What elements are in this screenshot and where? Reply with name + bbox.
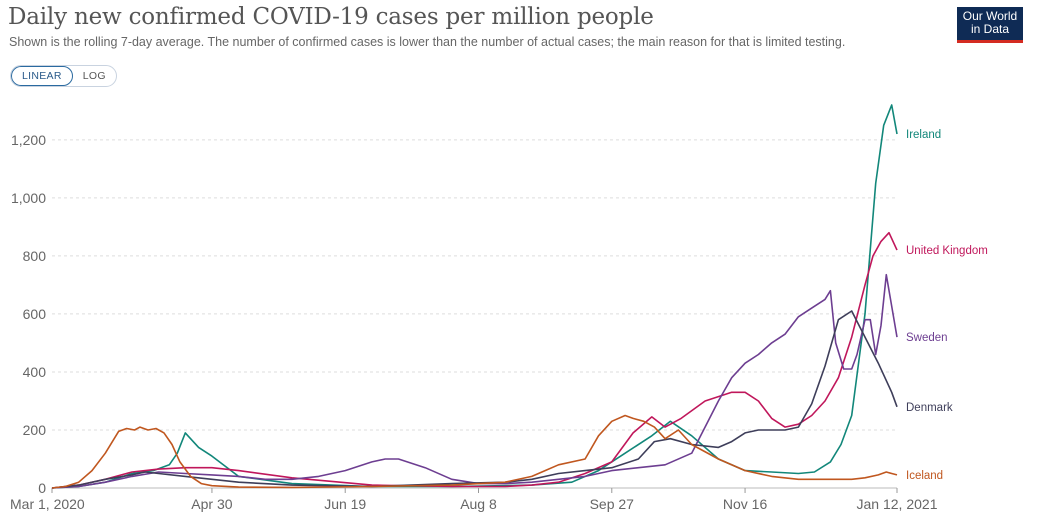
x-tick-label: Aug 8 <box>460 496 497 512</box>
x-tick-label: Jan 12, 2021 <box>857 496 938 512</box>
y-tick-label: 1,200 <box>11 132 46 148</box>
owid-logo[interactable]: Our World in Data <box>957 7 1023 43</box>
series-line-united-kingdom[interactable] <box>51 231 898 489</box>
x-axis: Mar 1, 2020 Apr 30 Jun 19 Aug 8 Sep 27 Nov 16… <box>10 488 938 512</box>
x-tick-label: Nov 16 <box>723 496 768 512</box>
series-labels: Ireland United Kingdom Sweden Denmark Icelan… <box>906 129 988 482</box>
gridlines <box>52 139 897 489</box>
scale-toggle: LINEAR LOG <box>10 65 117 87</box>
x-tick-label: Apr 30 <box>191 496 232 512</box>
series-label-iceland[interactable]: Iceland <box>906 470 943 482</box>
y-axis: 0 200 400 600 800 1,000 1,200 <box>11 132 46 496</box>
chart-title: Daily new confirmed COVID-19 cases per m… <box>8 4 654 30</box>
series-label-united-kingdom[interactable]: United Kingdom <box>906 245 988 257</box>
x-tick-label: Mar 1, 2020 <box>10 496 85 512</box>
logo-line-1: Our World <box>962 9 1018 23</box>
series-label-ireland[interactable]: Ireland <box>906 129 941 141</box>
y-tick-label: 400 <box>23 364 47 380</box>
y-tick-label: 600 <box>23 306 47 322</box>
x-tick-label: Sep 27 <box>590 496 635 512</box>
log-scale-button[interactable]: LOG <box>82 70 106 82</box>
series-line-iceland[interactable] <box>51 414 898 489</box>
x-tick-label: Jun 19 <box>324 496 366 512</box>
chart-subtitle: Shown is the rolling 7-day average. The … <box>9 35 846 49</box>
series-line-denmark[interactable] <box>51 310 898 489</box>
y-tick-label: 0 <box>38 480 46 496</box>
y-tick-label: 800 <box>23 248 47 264</box>
series-line-sweden[interactable] <box>51 273 898 489</box>
linear-scale-button[interactable]: LINEAR <box>11 66 73 86</box>
series-label-sweden[interactable]: Sweden <box>906 332 948 344</box>
y-tick-label: 200 <box>23 422 47 438</box>
series-lines <box>51 104 898 489</box>
y-tick-label: 1,000 <box>11 190 46 206</box>
logo-line-2: in Data <box>970 22 1010 36</box>
series-label-denmark[interactable]: Denmark <box>906 402 953 414</box>
